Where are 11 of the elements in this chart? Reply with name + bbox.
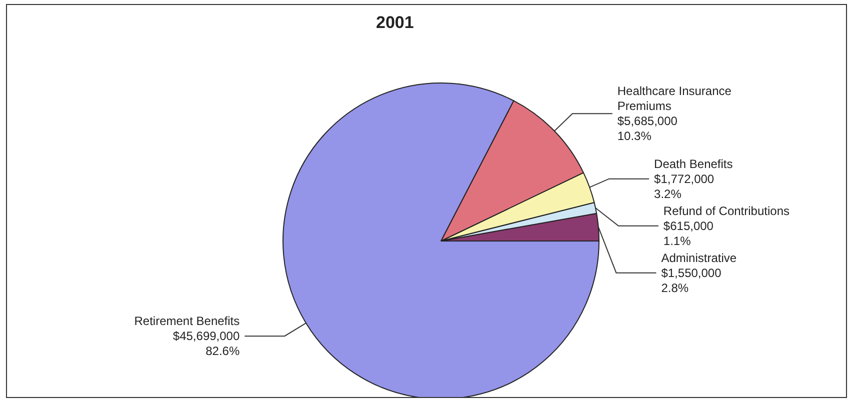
slice-label: Administrative bbox=[661, 250, 737, 265]
chart-title: 2001 bbox=[376, 13, 414, 32]
data-label: $1,550,000 2.8% bbox=[661, 266, 722, 295]
data-label: $45,699,000 82.6% bbox=[172, 329, 240, 358]
slice-label: Death Benefits bbox=[654, 156, 733, 171]
data-label: $615,000 1.1% bbox=[663, 218, 714, 248]
data-label: $5,685,000 10.3% bbox=[617, 114, 678, 144]
slice-label: Retirement Benefits bbox=[134, 314, 240, 328]
data-label: $1,772,000 3.2% bbox=[654, 172, 714, 201]
slice-label: Refund of Contributions bbox=[663, 204, 790, 218]
slice-label: Healthcare Insurance Premiums bbox=[617, 84, 735, 114]
